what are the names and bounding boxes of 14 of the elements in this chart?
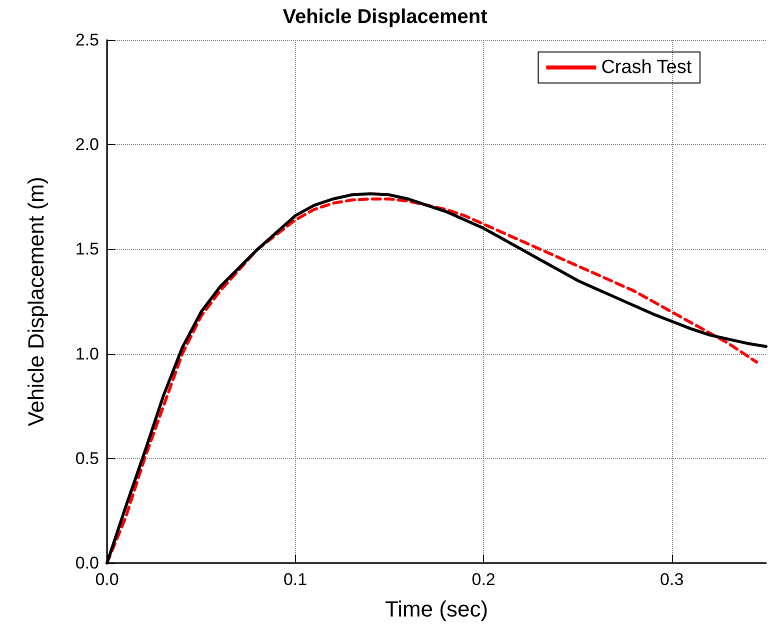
x-axis-title: Time (sec) bbox=[384, 596, 488, 622]
x-tick-label: 0.3 bbox=[660, 570, 684, 589]
y-tick-label: 2.0 bbox=[75, 135, 99, 154]
y-axis-title: Vehicle Displacement (m) bbox=[24, 176, 48, 426]
y-tick-label: 0.0 bbox=[75, 554, 99, 572]
x-tick-label: 0.0 bbox=[95, 570, 119, 589]
legend-label: Crash Test bbox=[601, 57, 692, 78]
x-tick-label: 0.2 bbox=[472, 570, 496, 589]
y-tick-label: 1.5 bbox=[75, 240, 99, 259]
x-tick-label: 0.1 bbox=[283, 570, 308, 589]
y-tick-label: 2.5 bbox=[75, 30, 99, 50]
y-tick-label: 1.0 bbox=[75, 344, 99, 364]
y-tick-label: 0.5 bbox=[75, 448, 99, 468]
chart-title: Vehicle Displacement bbox=[282, 6, 488, 28]
